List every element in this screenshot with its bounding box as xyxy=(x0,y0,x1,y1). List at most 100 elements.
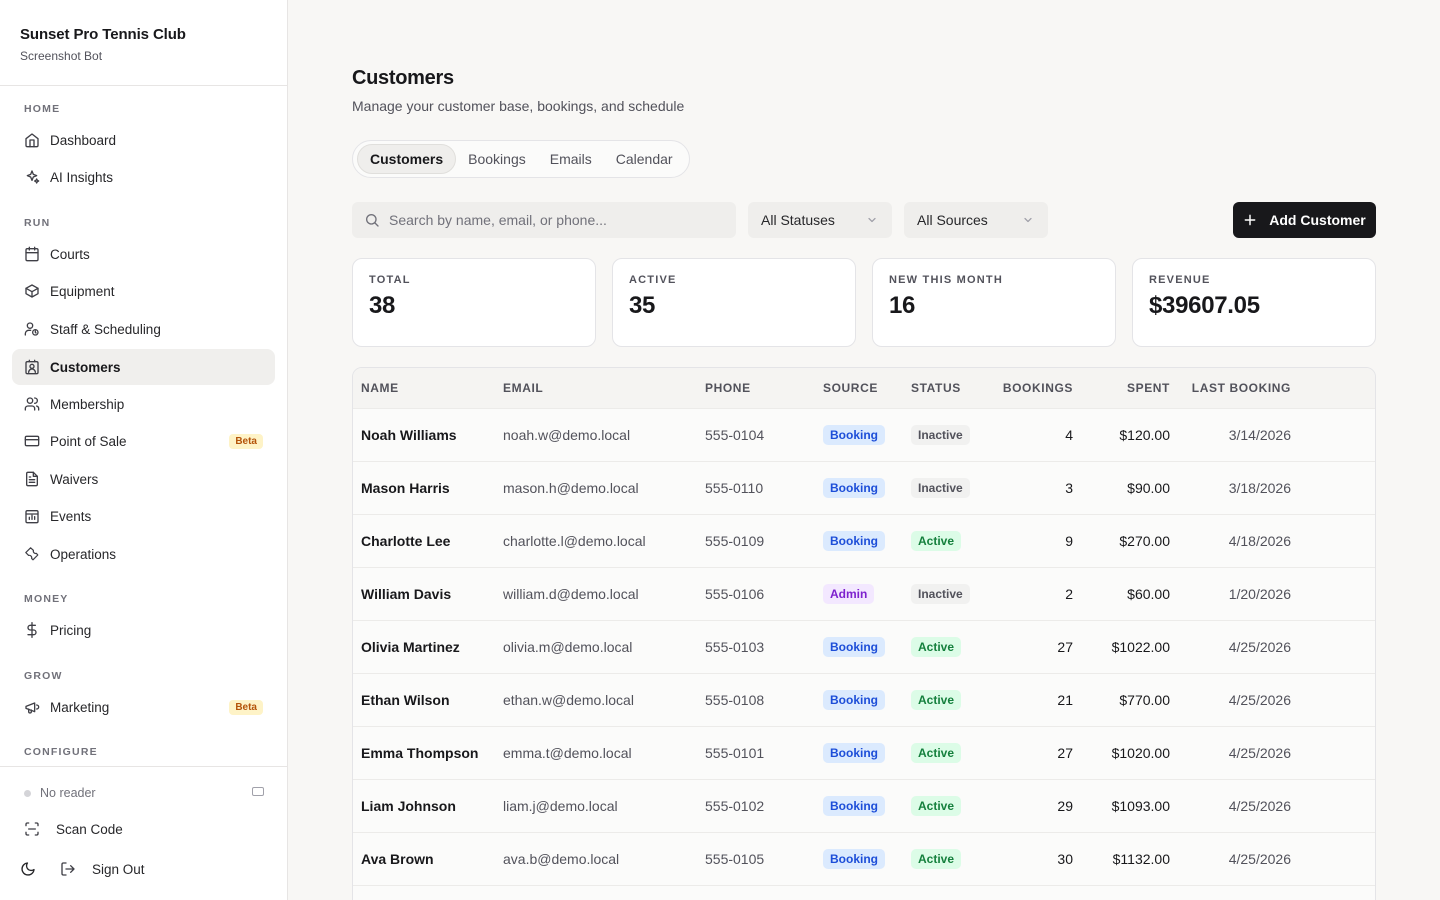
tab-customers[interactable]: Customers xyxy=(357,144,457,174)
customer-name[interactable]: Liam Johnson xyxy=(353,779,495,833)
source-cell: Booking xyxy=(815,832,903,886)
customer-name[interactable]: Ethan Wilson xyxy=(353,673,495,727)
table-row[interactable]: Charlotte Lee charlotte.l@demo.local 555-0… xyxy=(353,514,1375,568)
row-actions xyxy=(1291,514,1375,568)
source-filter-select[interactable]: All Sources xyxy=(904,202,1048,238)
table-row[interactable]: Mason Harris mason.h@demo.local 555-0110 Bo… xyxy=(353,461,1375,515)
bookings-count: 27 xyxy=(997,726,1073,780)
row-actions xyxy=(1291,832,1375,886)
last-booking-date: 4/25/2026 xyxy=(1170,673,1291,727)
table-row[interactable]: Ethan Wilson ethan.w@demo.local 555-0108 Bo… xyxy=(353,673,1375,727)
table-row[interactable]: Noah Williams noah.w@demo.local 555-0104 Bo… xyxy=(353,408,1375,462)
sidebar-item-pricing[interactable]: Pricing xyxy=(12,612,275,648)
tab-calendar[interactable]: Calendar xyxy=(615,151,673,167)
column-header-email[interactable]: EMAIL xyxy=(495,368,697,409)
brand: Sunset Pro Tennis Club Screenshot Bot xyxy=(0,0,287,86)
source-cell: Booking xyxy=(815,461,903,515)
row-actions xyxy=(1291,673,1375,727)
column-header-phone[interactable]: PHONE xyxy=(697,368,815,409)
moon-icon[interactable] xyxy=(20,861,36,877)
sparkles-icon xyxy=(24,169,40,185)
beta-badge: Beta xyxy=(229,700,263,715)
page-subtitle: Manage your customer base, bookings, and… xyxy=(352,98,685,114)
club-name: Sunset Pro Tennis Club xyxy=(20,26,186,43)
table-row[interactable]: Ava Brown ava.b@demo.local 555-0105 Booking… xyxy=(353,832,1375,886)
column-header-name[interactable]: NAME xyxy=(353,368,495,409)
customer-email: liam.j@demo.local xyxy=(495,779,697,833)
customer-name[interactable]: William Davis xyxy=(353,567,495,621)
customer-name[interactable]: Emma Thompson xyxy=(353,726,495,780)
amount-spent: $770.00 xyxy=(1073,673,1170,727)
sidebar-item-point-of-sale[interactable]: Point of Sale Beta xyxy=(12,423,275,459)
status-cell: Inactive xyxy=(903,461,997,515)
last-booking-date: 4/25/2026 xyxy=(1170,620,1291,674)
bookings-count: 4 xyxy=(997,408,1073,462)
sign-out-button[interactable]: Sign Out xyxy=(60,861,145,877)
source-badge: Admin xyxy=(823,583,875,604)
column-header-last-booking[interactable]: LAST BOOKING xyxy=(1170,368,1291,409)
search-input[interactable] xyxy=(389,212,719,228)
customer-phone: 555-0108 xyxy=(697,673,815,727)
tab-emails[interactable]: Emails xyxy=(549,151,592,167)
sidebar-item-dashboard[interactable]: Dashboard xyxy=(12,122,275,158)
sidebar-item-membership[interactable]: Membership xyxy=(12,386,275,422)
page-title: Customers xyxy=(352,67,454,89)
column-header-source[interactable]: SOURCE xyxy=(815,368,903,409)
sidebar-item-operations[interactable]: Operations xyxy=(12,536,275,572)
wrench-icon xyxy=(24,546,40,562)
status-cell: Inactive xyxy=(903,567,997,621)
status-cell: Active xyxy=(903,620,997,674)
column-header-status[interactable]: STATUS xyxy=(903,368,997,409)
column-header-spent[interactable]: SPENT xyxy=(1073,368,1170,409)
tab-bookings[interactable]: Bookings xyxy=(468,151,526,167)
amount-spent: $1022.00 xyxy=(1073,620,1170,674)
table-row[interactable]: Olivia Martinez olivia.m@demo.local 555-01… xyxy=(353,620,1375,674)
box-icon xyxy=(24,283,40,299)
customer-name[interactable]: Charlotte Lee xyxy=(353,514,495,568)
sidebar-item-label: Membership xyxy=(50,396,125,412)
table-row[interactable]: Emma Thompson emma.t@demo.local 555-0101 Bo… xyxy=(353,726,1375,780)
bookings-count: 27 xyxy=(997,620,1073,674)
calendar-icon xyxy=(24,246,40,262)
amount-spent: $90.00 xyxy=(1073,461,1170,515)
bookings-count: 3 xyxy=(997,461,1073,515)
source-cell: Booking xyxy=(815,673,903,727)
column-header-bookings[interactable]: BOOKINGS xyxy=(997,368,1073,409)
customer-name[interactable]: Mason Harris xyxy=(353,461,495,515)
sidebar-item-marketing[interactable]: Marketing Beta xyxy=(12,689,275,725)
status-dot xyxy=(24,789,31,797)
bookings-count: 9 xyxy=(997,514,1073,568)
sidebar-item-events[interactable]: Events xyxy=(12,498,275,534)
sidebar-item-waivers[interactable]: Waivers xyxy=(12,461,275,497)
table-row[interactable]: Liam Johnson liam.j@demo.local 555-0102 Boo… xyxy=(353,779,1375,833)
source-badge: Booking xyxy=(823,424,885,445)
sidebar-item-staff-scheduling[interactable]: Staff & Scheduling xyxy=(12,311,275,347)
table-row[interactable]: William Davis william.d@demo.local 555-010… xyxy=(353,567,1375,621)
status-filter-value: All Statuses xyxy=(761,212,835,228)
customer-name[interactable]: Noah Williams xyxy=(353,408,495,462)
customer-phone: 555-0106 xyxy=(697,567,815,621)
sidebar-item-label: Staff & Scheduling xyxy=(50,321,161,337)
section-label-run: RUN xyxy=(24,217,51,229)
card-reader-icon xyxy=(252,787,264,796)
customer-email: emma.t@demo.local xyxy=(495,726,697,780)
sidebar-item-equipment[interactable]: Equipment xyxy=(12,273,275,309)
stat-value: 35 xyxy=(629,292,656,319)
sign-out-label: Sign Out xyxy=(92,861,145,877)
chevron-down-icon xyxy=(868,217,876,223)
card-reader-status[interactable]: No reader xyxy=(24,786,264,800)
customer-name[interactable]: Ava Brown xyxy=(353,832,495,886)
search-icon xyxy=(366,214,379,227)
sidebar-item-ai-insights[interactable]: AI Insights xyxy=(12,159,275,195)
status-filter-select[interactable]: All Statuses xyxy=(748,202,892,238)
row-actions xyxy=(1291,461,1375,515)
customer-phone: 555-0109 xyxy=(697,514,815,568)
sidebar-item-customers[interactable]: Customers xyxy=(12,349,275,385)
last-booking-date: 3/18/2026 xyxy=(1170,461,1291,515)
sidebar-item-courts[interactable]: Courts xyxy=(12,236,275,272)
customer-name[interactable]: Olivia Martinez xyxy=(353,620,495,674)
scan-code-button[interactable]: Scan Code xyxy=(24,821,123,837)
add-customer-button[interactable]: Add Customer xyxy=(1233,202,1376,238)
section-label-money: MONEY xyxy=(24,593,69,605)
customers-table: NAME EMAIL PHONE SOURCE STATUS BOOKINGS … xyxy=(352,367,1376,900)
